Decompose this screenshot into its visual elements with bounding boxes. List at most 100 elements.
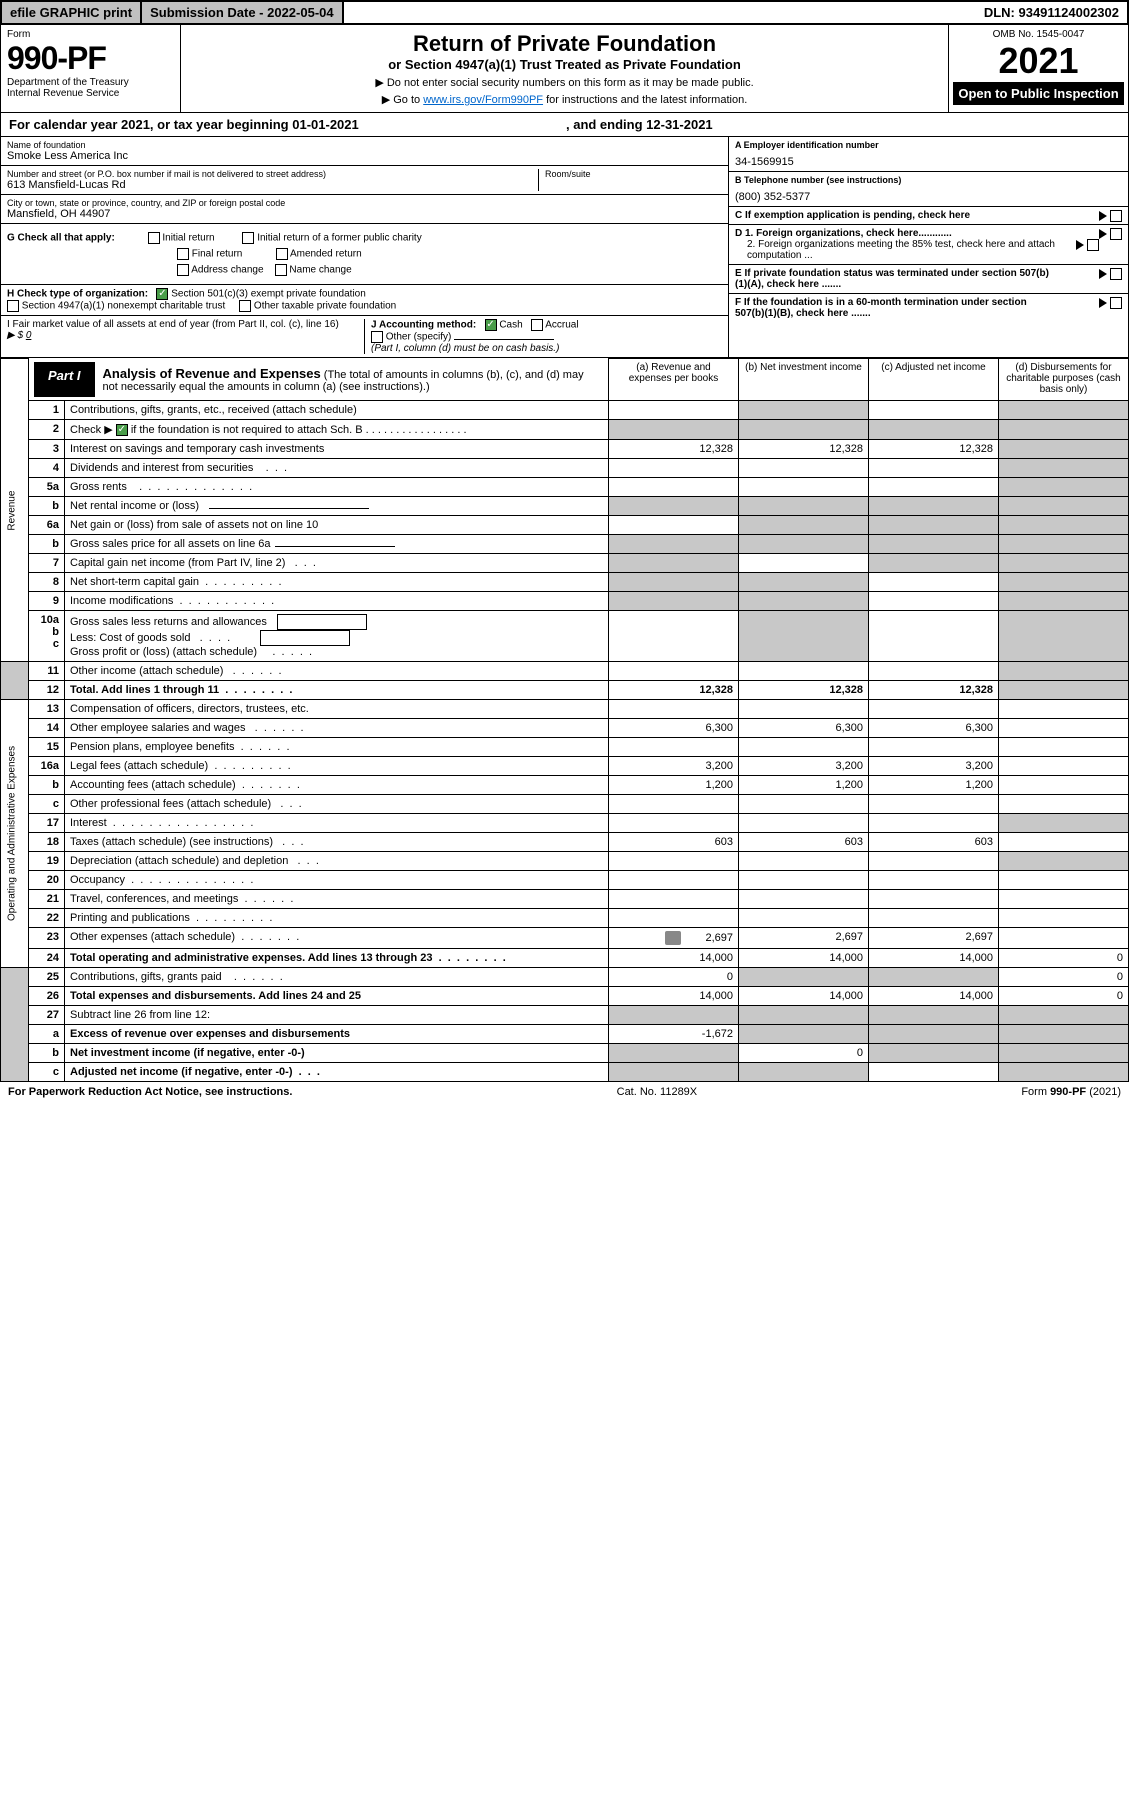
irs-label: Internal Revenue Service — [7, 88, 174, 99]
analysis-table: Revenue Part I Analysis of Revenue and E… — [0, 358, 1129, 1082]
arrow-icon — [1099, 211, 1107, 221]
c-checkbox[interactable] — [1110, 210, 1122, 222]
col-c-header: (c) Adjusted net income — [869, 359, 999, 401]
ij-row: I Fair market value of all assets at end… — [1, 316, 728, 357]
cal-begin: 01-01-2021 — [292, 117, 359, 132]
table-row: cAdjusted net income (if negative, enter… — [1, 1062, 1129, 1081]
cal-mid: , and ending — [566, 117, 646, 132]
calendar-year-row: For calendar year 2021, or tax year begi… — [0, 113, 1129, 137]
opt-addr: Address change — [191, 265, 263, 276]
d1-checkbox[interactable] — [1110, 228, 1122, 240]
4947-checkbox[interactable] — [7, 300, 19, 312]
note-ssn: ▶ Do not enter social security numbers o… — [187, 76, 942, 89]
address-row: Number and street (or P.O. box number if… — [1, 166, 728, 195]
form-number: 990-PF — [7, 40, 174, 77]
cash-checkbox[interactable] — [485, 319, 497, 331]
ein-label: A Employer identification number — [735, 140, 879, 150]
table-row: 5aGross rents . . . . . . . . . . . . . — [1, 477, 1129, 496]
arrow-icon — [1076, 240, 1084, 250]
d2-checkbox[interactable] — [1087, 239, 1099, 251]
subdate-value: 2022-05-04 — [267, 5, 334, 20]
accrual-checkbox[interactable] — [531, 319, 543, 331]
501c3-checkbox[interactable] — [156, 288, 168, 300]
f-label: F If the foundation is in a 60-month ter… — [735, 297, 1027, 319]
arrow-icon — [1099, 229, 1107, 239]
opt-public: Initial return of a former public charit… — [257, 233, 422, 244]
h-opt2: Section 4947(a)(1) nonexempt charitable … — [22, 301, 225, 312]
table-row: 2Check ▶ if the foundation is not requir… — [1, 419, 1129, 439]
initial-public-checkbox[interactable] — [242, 232, 254, 244]
revenue-label: Revenue — [1, 359, 29, 662]
efile-print-button[interactable]: efile GRAPHIC print — [2, 2, 142, 23]
amended-checkbox[interactable] — [276, 248, 288, 260]
table-row: bAccounting fees (attach schedule) . . .… — [1, 775, 1129, 794]
cal-end: 12-31-2021 — [646, 117, 713, 132]
table-row: bGross sales price for all assets on lin… — [1, 534, 1129, 553]
j-label: J Accounting method: — [371, 320, 476, 331]
table-row: 3Interest on savings and temporary cash … — [1, 439, 1129, 458]
phone-cell: B Telephone number (see instructions) (8… — [729, 172, 1128, 207]
j-accrual: Accrual — [545, 320, 578, 331]
other-taxable-checkbox[interactable] — [239, 300, 251, 312]
part1-title: Analysis of Revenue and Expenses (The to… — [95, 362, 603, 397]
part1-label: Part I — [34, 362, 95, 397]
opex-label: Operating and Administrative Expenses — [1, 699, 29, 967]
f-checkbox[interactable] — [1110, 297, 1122, 309]
d1-label: D 1. Foreign organizations, check here..… — [735, 228, 952, 239]
other-method-checkbox[interactable] — [371, 331, 383, 343]
table-row: aExcess of revenue over expenses and dis… — [1, 1024, 1129, 1043]
j-note: (Part I, column (d) must be on cash basi… — [371, 343, 559, 354]
name-cell: Name of foundation Smoke Less America In… — [1, 137, 728, 166]
table-row: 26Total expenses and disbursements. Add … — [1, 986, 1129, 1005]
schb-checkbox[interactable] — [116, 424, 128, 436]
ein-value: 34-1569915 — [735, 156, 1122, 168]
addr-label: Number and street (or P.O. box number if… — [7, 169, 538, 179]
table-row: 14Other employee salaries and wages . . … — [1, 718, 1129, 737]
ein-cell: A Employer identification number 34-1569… — [729, 137, 1128, 172]
table-row: 4Dividends and interest from securities … — [1, 458, 1129, 477]
header-center: Return of Private Foundation or Section … — [181, 25, 948, 112]
phone-value: (800) 352-5377 — [735, 191, 1122, 203]
table-row: 8Net short-term capital gain . . . . . .… — [1, 572, 1129, 591]
form-footer: Form 990-PF (2021) — [1021, 1086, 1121, 1098]
col-a-header: (a) Revenue and expenses per books — [609, 359, 739, 401]
room-label: Room/suite — [545, 169, 722, 179]
note2-post: for instructions and the latest informat… — [543, 94, 747, 106]
paperwork-notice: For Paperwork Reduction Act Notice, see … — [8, 1086, 292, 1098]
table-row: 12Total. Add lines 1 through 11 . . . . … — [1, 680, 1129, 699]
table-row: bNet rental income or (loss) — [1, 496, 1129, 515]
h-label: H Check type of organization: — [7, 289, 148, 300]
cat-number: Cat. No. 11289X — [617, 1086, 698, 1098]
e-checkbox[interactable] — [1110, 268, 1122, 280]
table-row: 9Income modifications . . . . . . . . . … — [1, 591, 1129, 610]
name-change-checkbox[interactable] — [275, 264, 287, 276]
final-return-checkbox[interactable] — [177, 248, 189, 260]
opt-name: Name change — [289, 265, 351, 276]
omb-number: OMB No. 1545-0047 — [953, 29, 1124, 40]
i-pre: ▶ $ — [7, 330, 26, 341]
irs-link[interactable]: www.irs.gov/Form990PF — [423, 94, 543, 106]
f-cell: F If the foundation is in a 60-month ter… — [729, 294, 1128, 322]
table-row: 20Occupancy . . . . . . . . . . . . . . — [1, 870, 1129, 889]
open-public-badge: Open to Public Inspection — [953, 82, 1124, 105]
g-row: G Check all that apply: Initial return I… — [1, 224, 728, 285]
j-other: Other (specify) — [386, 332, 452, 343]
table-row: 21Travel, conferences, and meetings . . … — [1, 889, 1129, 908]
table-row: 7Capital gain net income (from Part IV, … — [1, 553, 1129, 572]
table-row: 22Printing and publications . . . . . . … — [1, 908, 1129, 927]
city-value: Mansfield, OH 44907 — [7, 208, 722, 220]
opt-amended: Amended return — [290, 249, 362, 260]
table-row: 24Total operating and administrative exp… — [1, 948, 1129, 967]
table-row: 10abc Gross sales less returns and allow… — [1, 610, 1129, 661]
subdate-label: Submission Date - — [150, 5, 267, 20]
foundation-info: Name of foundation Smoke Less America In… — [0, 137, 1129, 358]
table-row: 19Depreciation (attach schedule) and dep… — [1, 851, 1129, 870]
dept-treasury: Department of the Treasury — [7, 77, 174, 88]
initial-return-checkbox[interactable] — [148, 232, 160, 244]
arrow-icon — [1099, 298, 1107, 308]
table-row: 23Other expenses (attach schedule) . . .… — [1, 927, 1129, 948]
schedule-icon[interactable] — [665, 931, 681, 945]
header-right: OMB No. 1545-0047 2021 Open to Public In… — [948, 25, 1128, 112]
addr-change-checkbox[interactable] — [177, 264, 189, 276]
e-label: E If private foundation status was termi… — [735, 268, 1049, 290]
